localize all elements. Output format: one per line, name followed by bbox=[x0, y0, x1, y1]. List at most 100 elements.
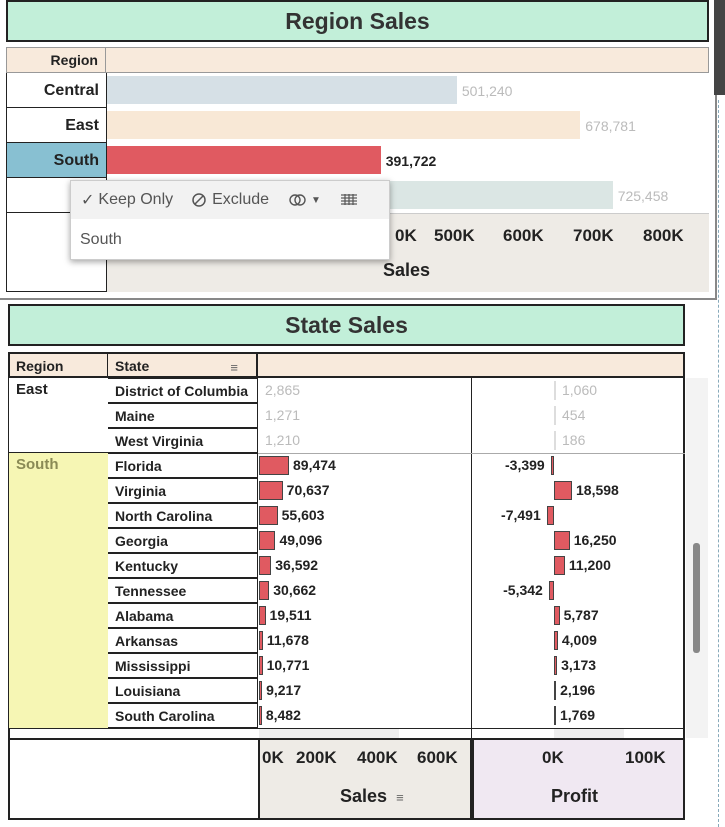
state-sales-value: 36,592 bbox=[275, 557, 319, 573]
keep-only-label: Keep Only bbox=[98, 191, 174, 208]
state-row-label[interactable]: Virginia bbox=[108, 478, 258, 503]
state-profit-bar[interactable] bbox=[554, 656, 558, 675]
state-sales-bar[interactable] bbox=[259, 556, 272, 575]
state-sales-value: 49,096 bbox=[279, 532, 323, 548]
state-sales-value: 70,637 bbox=[286, 482, 330, 498]
state-row-label[interactable]: Tennessee bbox=[108, 578, 258, 603]
state-profit-bar[interactable] bbox=[554, 406, 556, 425]
state-profit-axis-tick: 0K bbox=[542, 748, 564, 767]
state-row-label[interactable]: Mississippi bbox=[108, 653, 258, 678]
state-sales-bar[interactable] bbox=[259, 681, 263, 700]
state-row-label[interactable]: Maine bbox=[108, 403, 258, 428]
state-sales-value: 1,271 bbox=[265, 407, 301, 423]
state-profit-value: 1,769 bbox=[560, 707, 596, 723]
state-sales-value: 19,511 bbox=[269, 607, 312, 623]
pane-divider bbox=[471, 378, 472, 738]
state-row-label[interactable]: District of Columbia bbox=[108, 378, 258, 403]
sort-icon[interactable]: ≡ bbox=[230, 360, 238, 375]
state-profit-axis[interactable] bbox=[472, 738, 685, 820]
state-row-label[interactable]: Arkansas bbox=[108, 628, 258, 653]
state-sales-title: State Sales bbox=[8, 304, 685, 346]
state-sales-axis-tick: 200K bbox=[296, 748, 337, 767]
state-profit-axis-tick: 100K bbox=[625, 748, 666, 767]
region-row-label-east[interactable]: East bbox=[7, 108, 106, 143]
tooltip-selection-text: South bbox=[80, 231, 122, 248]
sort-descending-icon[interactable]: ≡ bbox=[396, 790, 404, 805]
state-row-label[interactable]: North Carolina bbox=[108, 503, 258, 528]
region-axis-tick: 800K bbox=[643, 226, 684, 245]
region-header-row bbox=[6, 47, 709, 73]
state-row-label[interactable]: Alabama bbox=[108, 603, 258, 628]
region-axis-tick: 700K bbox=[573, 226, 614, 245]
region-bar-central[interactable] bbox=[107, 76, 457, 104]
exclude-icon bbox=[192, 193, 206, 207]
state-profit-axis-title[interactable]: Profit bbox=[551, 786, 598, 806]
state-profit-bar[interactable] bbox=[550, 456, 554, 475]
region-col-header[interactable]: Region bbox=[10, 354, 108, 378]
state-row-label[interactable]: South Carolina bbox=[108, 703, 258, 728]
region-row-label-south[interactable]: South bbox=[7, 143, 106, 178]
state-profit-bar[interactable] bbox=[546, 506, 554, 525]
region-sales-axis-title[interactable]: Sales bbox=[383, 260, 431, 280]
state-profit-bar[interactable] bbox=[554, 481, 572, 500]
table-scrollbar-thumb[interactable] bbox=[693, 543, 700, 653]
view-data-button[interactable] bbox=[340, 194, 357, 206]
state-col-header[interactable]: State ≡ bbox=[108, 354, 258, 378]
state-sales-axis[interactable] bbox=[258, 738, 472, 820]
state-sales-bar[interactable] bbox=[259, 706, 262, 725]
state-profit-bar[interactable] bbox=[554, 681, 557, 700]
tooltip-menu-toolbar: ✓ Keep Only Exclude ▼ bbox=[71, 181, 389, 219]
state-profit-bar[interactable] bbox=[554, 556, 565, 575]
state-profit-value: 18,598 bbox=[576, 482, 619, 498]
region-group-label-south[interactable]: South bbox=[16, 456, 59, 473]
region-row-label-central[interactable]: Central bbox=[7, 73, 106, 108]
region-column-header[interactable]: Region bbox=[6, 47, 106, 73]
state-sales-axis-tick: 600K bbox=[417, 748, 458, 767]
state-header-row bbox=[8, 352, 685, 378]
keep-only-button[interactable]: ✓ Keep Only bbox=[81, 190, 173, 210]
state-sales-bar[interactable] bbox=[259, 581, 270, 600]
exclude-button[interactable]: Exclude bbox=[191, 191, 269, 209]
state-sales-bar[interactable] bbox=[259, 481, 283, 500]
state-sales-bar[interactable] bbox=[259, 606, 266, 625]
state-sales-axis-title[interactable]: Sales ≡ bbox=[340, 786, 404, 807]
state-row-label[interactable]: Georgia bbox=[108, 528, 258, 553]
outer-right-divider bbox=[718, 100, 719, 827]
region-bar-south[interactable] bbox=[107, 146, 381, 174]
state-sales-bar[interactable] bbox=[259, 531, 276, 550]
state-sales-bar[interactable] bbox=[259, 456, 289, 475]
state-profit-bar[interactable] bbox=[554, 381, 556, 400]
state-profit-bar[interactable] bbox=[554, 431, 556, 450]
state-row-label[interactable]: Kentucky bbox=[108, 553, 258, 578]
state-col-header-label: State bbox=[115, 358, 150, 374]
state-profit-value: 1,060 bbox=[562, 382, 598, 398]
state-sales-value: 8,482 bbox=[265, 707, 301, 723]
state-sales-bar[interactable] bbox=[259, 506, 278, 525]
state-profit-bar[interactable] bbox=[554, 606, 560, 625]
state-sales-value: 10,771 bbox=[266, 657, 310, 673]
state-profit-bar[interactable] bbox=[554, 706, 556, 725]
state-profit-value: 2,196 bbox=[560, 682, 596, 698]
state-row-label[interactable]: Louisiana bbox=[108, 678, 258, 703]
east-region-band bbox=[9, 378, 108, 453]
state-sales-bar[interactable] bbox=[259, 631, 263, 650]
region-bar-east[interactable] bbox=[107, 111, 581, 139]
state-profit-value: 3,173 bbox=[561, 657, 597, 673]
state-sales-value: 30,662 bbox=[273, 582, 317, 598]
state-profit-value: 5,787 bbox=[563, 607, 599, 623]
state-profit-bar[interactable] bbox=[548, 581, 554, 600]
group-members-button[interactable]: ▼ bbox=[289, 193, 321, 207]
state-sales-axis-tick: 400K bbox=[357, 748, 398, 767]
chevron-down-icon: ▼ bbox=[311, 194, 321, 206]
state-sales-bar[interactable] bbox=[259, 656, 263, 675]
state-profit-value: -3,399 bbox=[505, 457, 545, 473]
outer-scrollbar[interactable] bbox=[714, 0, 725, 95]
state-row-label[interactable]: Florida bbox=[108, 453, 258, 478]
south-region-band bbox=[9, 453, 108, 728]
state-profit-bar[interactable] bbox=[554, 531, 570, 550]
region-axis-tick: 0K bbox=[395, 226, 417, 245]
state-profit-bar[interactable] bbox=[554, 631, 558, 650]
state-row-label[interactable]: West Virginia bbox=[108, 428, 258, 453]
region-group-label-east[interactable]: East bbox=[16, 381, 48, 398]
state-sales-value: 89,474 bbox=[293, 457, 336, 473]
